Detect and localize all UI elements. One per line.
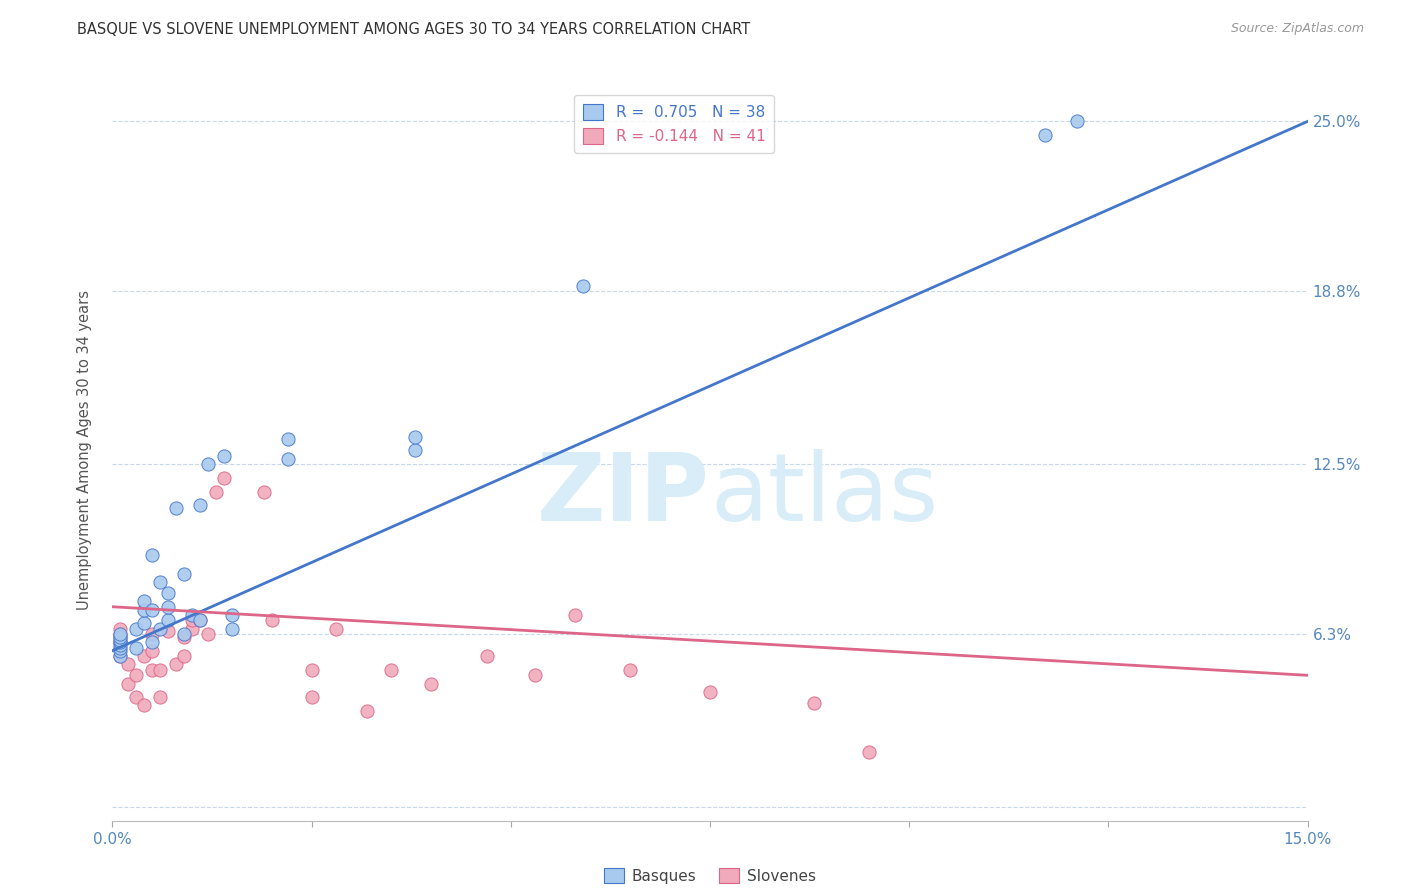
Legend: Basques, Slovenes: Basques, Slovenes <box>598 862 823 890</box>
Point <box>110 630 132 644</box>
Point <box>157 586 180 600</box>
Point <box>301 663 323 677</box>
Point <box>260 614 283 628</box>
Point <box>197 627 219 641</box>
Point <box>858 745 880 759</box>
Point <box>110 640 132 655</box>
Point <box>277 451 299 466</box>
Point <box>125 690 148 705</box>
Point <box>253 484 276 499</box>
Point <box>571 279 593 293</box>
Y-axis label: Unemployment Among Ages 30 to 34 years: Unemployment Among Ages 30 to 34 years <box>77 291 91 610</box>
Point <box>110 635 132 649</box>
Point <box>173 649 195 664</box>
Text: Source: ZipAtlas.com: Source: ZipAtlas.com <box>1230 22 1364 36</box>
Point <box>420 676 443 690</box>
Point <box>173 566 195 581</box>
Point <box>134 602 156 616</box>
Point <box>188 498 211 512</box>
Point <box>141 635 163 649</box>
Point <box>117 676 139 690</box>
Point <box>134 698 156 713</box>
Point <box>197 457 219 471</box>
Point <box>157 614 180 628</box>
Point <box>564 607 586 622</box>
Point <box>117 657 139 672</box>
Point <box>110 627 132 641</box>
Point <box>157 599 180 614</box>
Point <box>404 430 426 444</box>
Point <box>149 575 172 590</box>
Point <box>181 614 204 628</box>
Point <box>1066 114 1088 128</box>
Point <box>110 632 132 647</box>
Point <box>110 630 132 644</box>
Point <box>380 663 402 677</box>
Point <box>125 622 148 636</box>
Point <box>803 696 825 710</box>
Point <box>141 643 163 657</box>
Point <box>173 627 195 641</box>
Point <box>188 614 211 628</box>
Point <box>110 622 132 636</box>
Text: atlas: atlas <box>710 449 938 541</box>
Point <box>110 635 132 649</box>
Point <box>110 638 132 652</box>
Point <box>205 484 228 499</box>
Point <box>134 594 156 608</box>
Point <box>134 649 156 664</box>
Point <box>110 649 132 664</box>
Point <box>149 690 172 705</box>
Point <box>212 471 235 485</box>
Point <box>404 443 426 458</box>
Point <box>110 649 132 664</box>
Text: ZIP: ZIP <box>537 449 710 541</box>
Point <box>157 624 180 639</box>
Point <box>188 614 211 628</box>
Point <box>1033 128 1056 142</box>
Point <box>141 663 163 677</box>
Point <box>110 643 132 657</box>
Point <box>165 501 187 516</box>
Point <box>523 668 546 682</box>
Point <box>134 616 156 631</box>
Point <box>125 668 148 682</box>
Point <box>125 640 148 655</box>
Point <box>619 663 641 677</box>
Point <box>149 622 172 636</box>
Point <box>356 704 378 718</box>
Point <box>212 449 235 463</box>
Point <box>181 622 204 636</box>
Point <box>149 663 172 677</box>
Point <box>221 622 243 636</box>
Point <box>141 627 163 641</box>
Point <box>173 630 195 644</box>
Point <box>181 607 204 622</box>
Point <box>110 627 132 641</box>
Point <box>165 657 187 672</box>
Point <box>141 548 163 562</box>
Point <box>325 622 347 636</box>
Text: BASQUE VS SLOVENE UNEMPLOYMENT AMONG AGES 30 TO 34 YEARS CORRELATION CHART: BASQUE VS SLOVENE UNEMPLOYMENT AMONG AGE… <box>77 22 751 37</box>
Point <box>301 690 323 705</box>
Point <box>475 649 498 664</box>
Point <box>699 685 721 699</box>
Point <box>141 602 163 616</box>
Point <box>277 433 299 447</box>
Point <box>221 607 243 622</box>
